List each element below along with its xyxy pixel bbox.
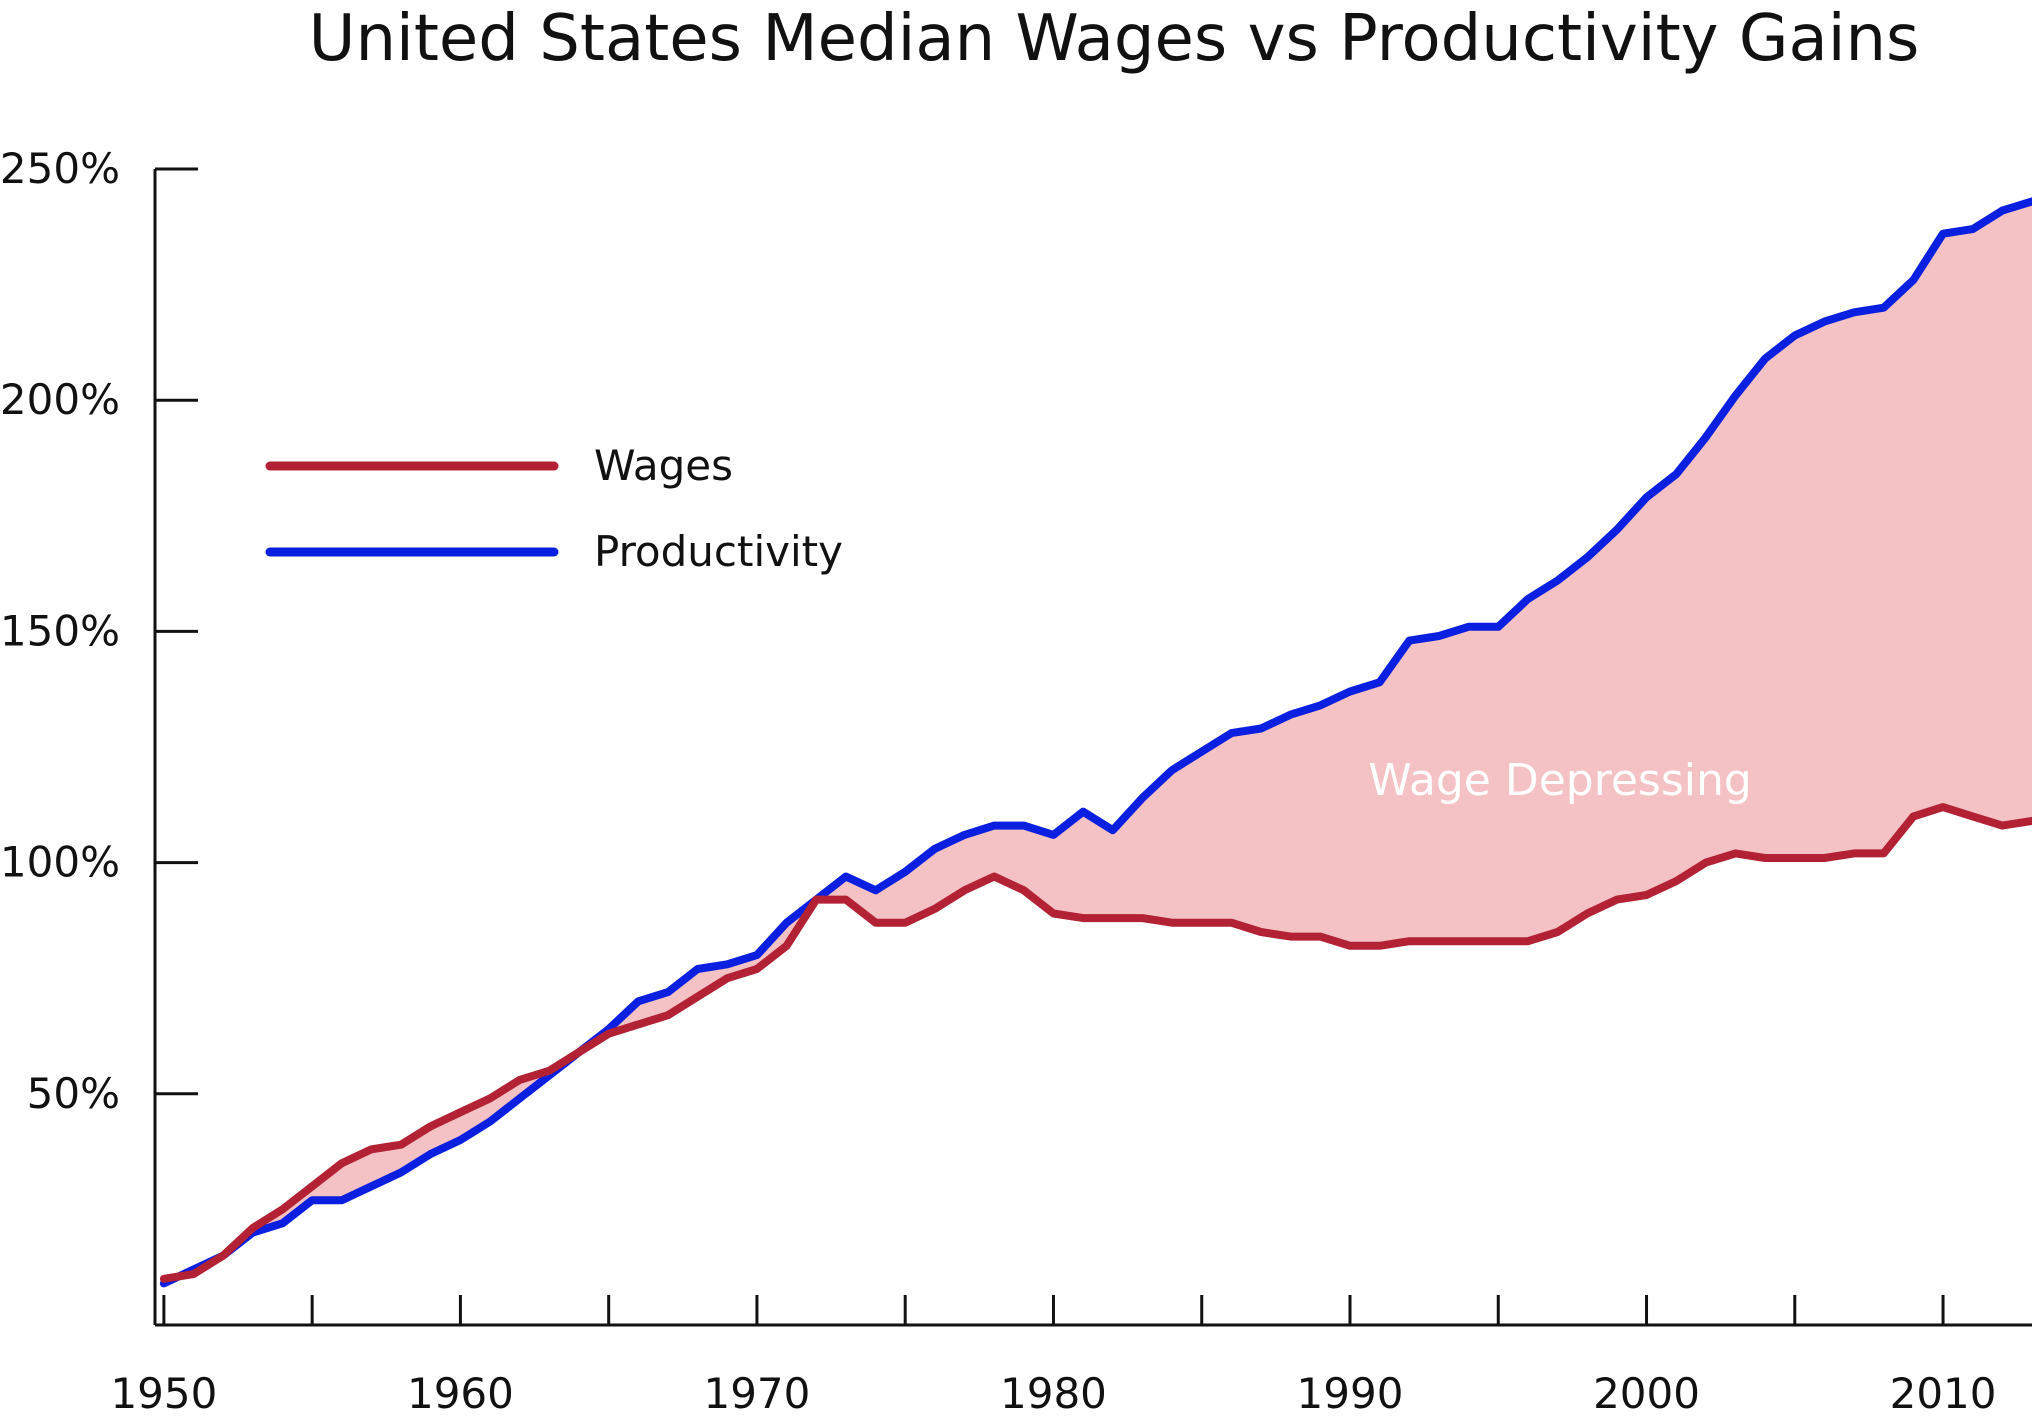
x-tick-label: 2000: [1593, 1369, 1700, 1418]
x-tick-label: 1990: [1297, 1369, 1404, 1418]
legend-label-productivity: Productivity: [594, 527, 843, 576]
x-tick-label: 1950: [110, 1369, 217, 1418]
x-tick-label: 1960: [407, 1369, 514, 1418]
x-tick-label: 2010: [1890, 1369, 1997, 1418]
productivity-line: [159, 197, 2032, 1288]
legend: Wages Productivity: [265, 441, 843, 576]
y-tick-label: 100%: [0, 838, 120, 887]
y-tick-label: 200%: [0, 375, 120, 424]
x-tick-label: 1980: [1000, 1369, 1107, 1418]
series-lines: [159, 197, 2032, 1288]
y-tick-label: 50%: [27, 1069, 120, 1118]
y-tick-label: 250%: [0, 144, 120, 193]
wages-line: [159, 803, 2032, 1283]
y-tick-label: 150%: [0, 606, 120, 655]
x-tick-label: 1970: [703, 1369, 810, 1418]
chart-title: United States Median Wages vs Productivi…: [309, 2, 1920, 76]
wage-depressing-annotation: Wage Depressing: [1368, 755, 1752, 806]
legend-label-wages: Wages: [594, 441, 733, 490]
axes: 50% 100% 150% 200% 250% 1950 1960 1970 1980 1990 2…: [0, 144, 2032, 1418]
